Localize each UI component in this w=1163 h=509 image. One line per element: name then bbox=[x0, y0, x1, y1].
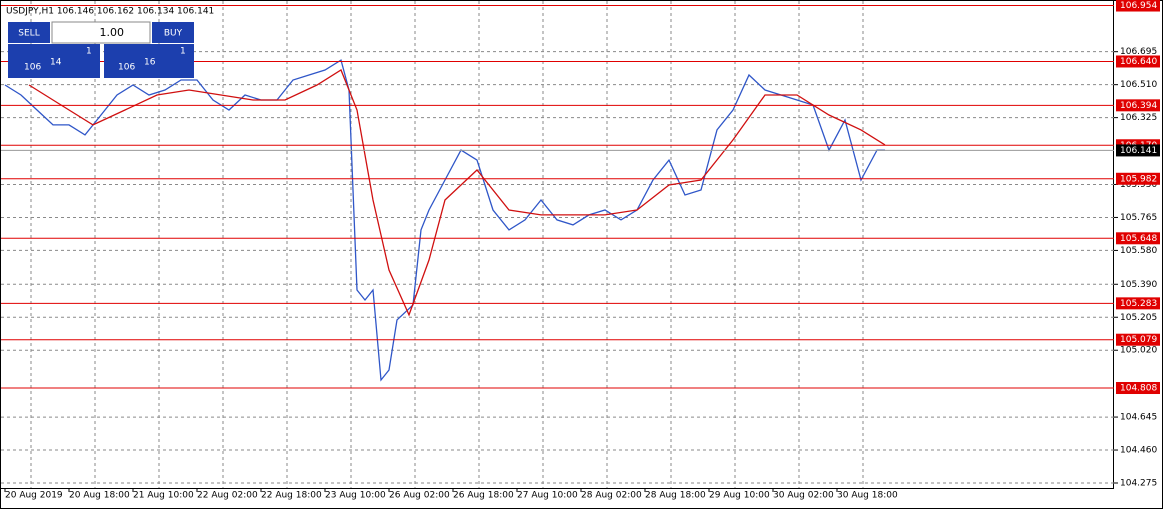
buy-big: 106 bbox=[118, 63, 135, 73]
level-tag bbox=[1116, 232, 1160, 245]
price-line bbox=[28, 69, 886, 317]
level-tag bbox=[1116, 382, 1160, 395]
level-tag bbox=[1116, 333, 1160, 346]
buy-fraction: 1 bbox=[180, 47, 186, 57]
x-tick-label: 30 Aug 18:00 bbox=[837, 491, 898, 501]
x-tick-label: 22 Aug 02:00 bbox=[197, 491, 258, 501]
y-tick-label: 105.390 bbox=[1120, 280, 1157, 290]
level-label: 105.982 bbox=[1120, 174, 1157, 184]
level-label: 105.079 bbox=[1120, 335, 1157, 345]
y-tick-label: 105.765 bbox=[1120, 213, 1157, 223]
sell-pips: 14 bbox=[50, 58, 62, 68]
sell-price-box[interactable] bbox=[8, 44, 100, 78]
level-label: 105.283 bbox=[1120, 299, 1157, 309]
x-tick-label: 26 Aug 18:00 bbox=[453, 491, 514, 501]
current-price-tag bbox=[1116, 144, 1160, 157]
y-tick-label: 106.695 bbox=[1120, 47, 1157, 57]
trade-panel: SELL 1.00 BUY 106 14 1 106 16 1 bbox=[8, 21, 194, 78]
level-tag bbox=[1116, 0, 1160, 12]
x-tick-label: 28 Aug 02:00 bbox=[581, 491, 642, 501]
price-line bbox=[4, 59, 885, 382]
y-tick-label: 104.645 bbox=[1120, 413, 1157, 423]
sell-big: 106 bbox=[24, 63, 41, 73]
buy-button[interactable] bbox=[152, 22, 194, 43]
current-price-label: 106.141 bbox=[1120, 146, 1157, 156]
level-label: 106.394 bbox=[1120, 101, 1157, 111]
y-tick-label: 106.325 bbox=[1120, 113, 1157, 123]
x-tick-label: 21 Aug 10:00 bbox=[133, 491, 194, 501]
level-label: 106.954 bbox=[1120, 1, 1157, 11]
x-tick-label: 20 Aug 2019 bbox=[5, 491, 63, 501]
symbol-line: USDJPY,H1 106.146 106.162 106.134 106.14… bbox=[6, 7, 214, 17]
y-tick-label: 105.580 bbox=[1120, 246, 1157, 256]
x-tick-label: 26 Aug 02:00 bbox=[389, 491, 450, 501]
sell-fraction: 1 bbox=[86, 47, 92, 57]
y-tick-label: 104.460 bbox=[1120, 446, 1157, 456]
y-tick-label: 106.510 bbox=[1120, 80, 1157, 90]
level-tag bbox=[1116, 172, 1160, 185]
x-tick-label: 28 Aug 18:00 bbox=[645, 491, 706, 501]
buy-pips: 16 bbox=[144, 58, 156, 68]
buy-price-box[interactable] bbox=[104, 44, 194, 78]
lot-value: 1.00 bbox=[100, 26, 125, 39]
y-tick-label: 104.275 bbox=[1120, 479, 1157, 489]
x-tick-label: 30 Aug 02:00 bbox=[773, 491, 834, 501]
buy-label: BUY bbox=[164, 29, 183, 39]
sell-label: SELL bbox=[18, 29, 39, 39]
sell-button[interactable] bbox=[8, 22, 50, 43]
level-label: 106.640 bbox=[1120, 57, 1157, 67]
y-tick-label: 105.950 bbox=[1120, 180, 1157, 190]
level-tag bbox=[1116, 99, 1160, 112]
x-tick-label: 27 Aug 10:00 bbox=[517, 491, 578, 501]
level-tag bbox=[1116, 297, 1160, 310]
plot: 106.695 106.510 106.325 105.950 105.765 105.5… bbox=[1, 1, 1157, 501]
level-label: 105.648 bbox=[1120, 234, 1157, 244]
level-tag bbox=[1116, 55, 1160, 68]
x-tick-label: 23 Aug 10:00 bbox=[325, 491, 386, 501]
plot-frame bbox=[0, 0, 1114, 489]
y-tick-label: 105.205 bbox=[1120, 313, 1157, 323]
lot-field[interactable] bbox=[51, 21, 151, 44]
level-label: 104.808 bbox=[1120, 384, 1157, 394]
x-tick-label: 22 Aug 18:00 bbox=[261, 491, 322, 501]
y-tick-label: 105.020 bbox=[1120, 346, 1157, 356]
x-tick-label: 20 Aug 18:00 bbox=[69, 491, 130, 501]
x-tick-label: 29 Aug 10:00 bbox=[709, 491, 770, 501]
